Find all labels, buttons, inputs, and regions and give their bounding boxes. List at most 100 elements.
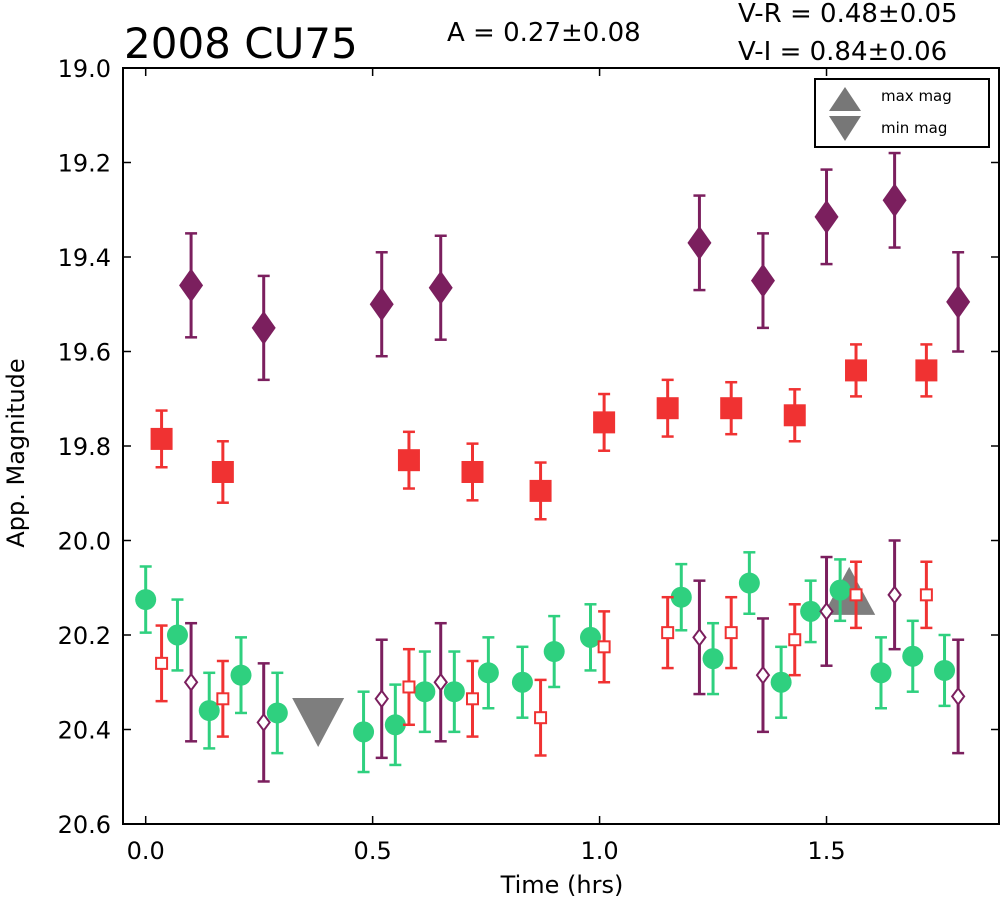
y-tick-label: 19.2	[58, 150, 111, 178]
data-point	[428, 234, 453, 341]
data-point	[465, 659, 479, 738]
y-tick-label: 19.4	[58, 244, 111, 272]
y-tick-label: 19.8	[58, 433, 111, 461]
diamond-marker	[687, 225, 712, 260]
square-marker	[211, 460, 234, 483]
open-diamond-marker	[950, 686, 966, 707]
y-tick-label: 20.4	[58, 717, 111, 745]
circle-marker	[870, 662, 892, 684]
data-point	[720, 380, 743, 436]
circle-marker	[353, 721, 375, 743]
data-point	[593, 392, 616, 452]
open-diamond-marker	[819, 601, 834, 622]
x-axis-label: Time (hrs)	[500, 871, 624, 899]
square-marker	[915, 359, 938, 382]
data-point	[755, 617, 771, 734]
circle-marker	[384, 714, 406, 736]
color-index-vi: V-I = 0.84±0.06	[738, 37, 947, 67]
data-point	[230, 636, 252, 715]
data-point	[179, 232, 204, 339]
circle-marker	[670, 586, 692, 608]
data-point	[661, 595, 675, 670]
circle-marker	[770, 671, 792, 693]
diamond-marker	[946, 284, 971, 319]
data-point	[902, 619, 924, 693]
data-point	[946, 251, 971, 353]
data-point	[819, 555, 834, 667]
chart-title: 2008 CU75	[124, 19, 358, 68]
data-point	[849, 560, 863, 630]
open-square-marker	[788, 633, 802, 647]
y-tick-label: 20.6	[58, 811, 111, 839]
data-point	[443, 650, 465, 734]
data-point	[919, 560, 933, 630]
data-point	[670, 562, 692, 632]
data-point	[692, 579, 707, 696]
legend-min-mag-marker	[829, 116, 861, 141]
data-point	[266, 671, 288, 755]
open-square-marker	[155, 656, 169, 670]
diamond-marker	[814, 199, 839, 234]
y-tick-label: 19.6	[58, 339, 111, 367]
data-point	[150, 409, 173, 469]
legend-max-mag-marker	[829, 87, 861, 111]
data-point	[384, 683, 406, 767]
data-point	[402, 647, 416, 727]
circle-marker	[414, 681, 436, 703]
min-mag-marker	[292, 698, 345, 748]
data-point	[198, 671, 220, 750]
circle-marker	[266, 702, 288, 724]
data-point	[814, 168, 839, 266]
circle-marker	[543, 641, 565, 663]
data-point	[166, 598, 188, 672]
y-tick-label: 20.0	[58, 528, 111, 556]
data-point	[800, 579, 822, 644]
open-diamond-marker	[755, 665, 771, 685]
data-point	[511, 645, 533, 719]
data-point	[934, 633, 956, 708]
x-tick-label: 1.5	[807, 837, 845, 865]
color-index-vr: V-R = 0.48±0.05	[738, 0, 958, 29]
circle-marker	[580, 626, 602, 648]
data-point	[155, 624, 169, 703]
data-point	[216, 659, 230, 738]
data-point	[845, 343, 868, 398]
data-point	[887, 539, 902, 651]
x-tick-label: 1.0	[580, 837, 618, 865]
diamond-marker	[750, 263, 775, 298]
data-point	[374, 638, 389, 760]
open-diamond-marker	[433, 672, 448, 692]
open-square-marker	[661, 626, 675, 640]
circle-marker	[829, 579, 851, 601]
data-point	[597, 610, 611, 684]
data-point	[687, 194, 712, 292]
circle-marker	[230, 664, 252, 686]
legend-max-mag-label: max mag	[881, 87, 952, 105]
open-diamond-marker	[256, 712, 271, 733]
open-square-marker	[724, 626, 738, 640]
circle-marker	[135, 589, 157, 611]
data-point	[477, 636, 499, 710]
circle-marker	[511, 671, 533, 693]
data-point	[529, 461, 552, 521]
open-diamond-marker	[887, 585, 902, 605]
data-point	[829, 558, 851, 623]
circle-marker	[902, 645, 924, 667]
data-point	[461, 442, 484, 502]
circle-marker	[800, 600, 822, 622]
square-marker	[529, 479, 552, 502]
data-point	[580, 603, 602, 672]
plot-marks	[135, 151, 971, 783]
open-diamond-marker	[374, 689, 389, 709]
data-point	[783, 388, 806, 443]
open-diamond-marker	[692, 627, 707, 648]
diamond-marker	[179, 268, 204, 303]
open-square-marker	[919, 588, 933, 602]
data-point	[950, 638, 966, 755]
data-point	[433, 621, 448, 743]
data-point	[750, 232, 775, 330]
data-point	[251, 274, 276, 382]
data-point	[183, 621, 199, 743]
circle-marker	[738, 572, 760, 594]
